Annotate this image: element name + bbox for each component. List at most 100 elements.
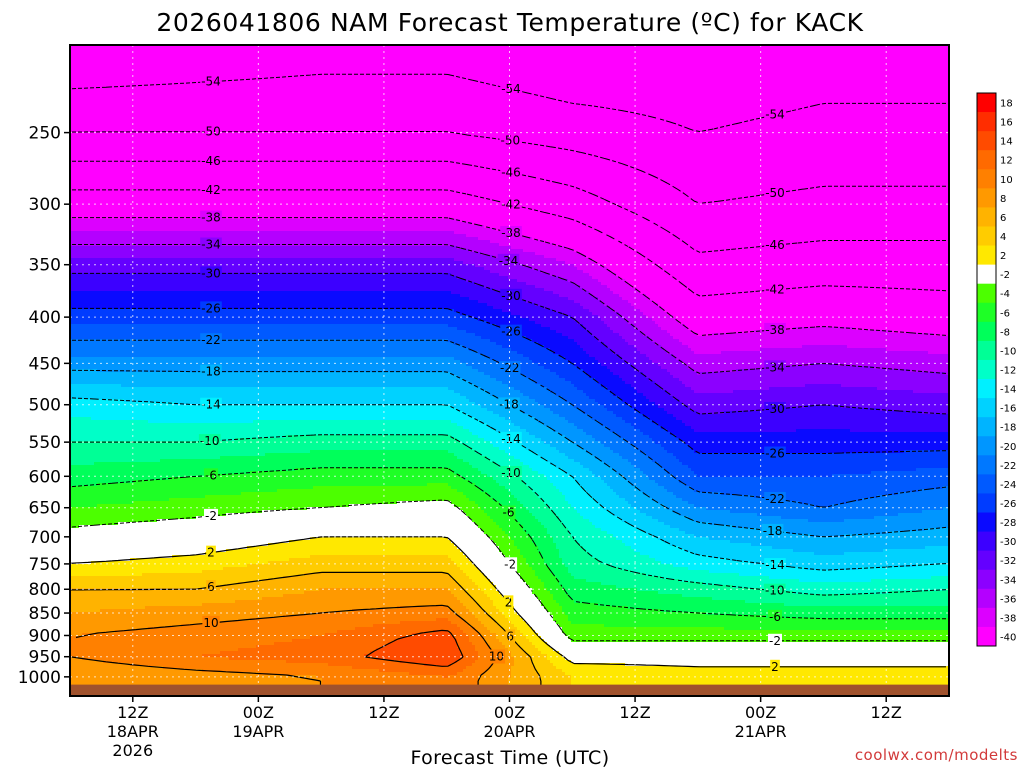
temperature-cell bbox=[649, 477, 676, 481]
temperature-cell bbox=[838, 363, 949, 367]
contour-line bbox=[70, 73, 946, 132]
temperature-cell bbox=[673, 396, 949, 400]
temperature-cell bbox=[529, 357, 565, 361]
temperature-cell bbox=[535, 285, 580, 289]
temperature-cell bbox=[364, 654, 463, 658]
temperature-cell bbox=[610, 270, 949, 274]
temperature-cell bbox=[694, 552, 814, 556]
temperature-cell bbox=[475, 282, 526, 286]
temperature-cell bbox=[661, 366, 688, 370]
temperature-cell bbox=[70, 567, 223, 571]
temperature-cell bbox=[574, 339, 598, 343]
temperature-cell bbox=[70, 672, 259, 676]
temperature-cell bbox=[625, 663, 949, 667]
temperature-cell bbox=[673, 315, 949, 319]
temperature-cell bbox=[454, 612, 472, 616]
temperature-cell bbox=[730, 558, 949, 562]
temperature-cell bbox=[643, 333, 670, 337]
colorbar-label: -32 bbox=[1000, 556, 1016, 567]
contour-label: -42 bbox=[201, 183, 221, 197]
temperature-cell bbox=[316, 675, 442, 679]
temperature-cell bbox=[457, 438, 484, 442]
temperature-cell bbox=[586, 393, 613, 397]
temperature-cell bbox=[562, 654, 949, 658]
contour-label-bg bbox=[200, 124, 222, 139]
temperature-cell bbox=[538, 546, 556, 550]
temperature-cell bbox=[571, 474, 595, 478]
temperature-cell bbox=[382, 645, 457, 649]
temperature-cell bbox=[469, 348, 511, 352]
temperature-cell bbox=[583, 411, 613, 415]
contour-label: -2 bbox=[205, 509, 217, 523]
temperature-cell bbox=[514, 456, 541, 460]
contour-label: -30 bbox=[765, 402, 785, 416]
temperature-cell bbox=[610, 390, 637, 394]
temperature-cell bbox=[511, 348, 550, 352]
temperature-cell bbox=[505, 555, 523, 559]
colorbar-label: -34 bbox=[1000, 575, 1016, 586]
temperature-cell bbox=[454, 309, 502, 313]
temperature-cell bbox=[523, 525, 544, 529]
temperature-cell bbox=[70, 228, 496, 232]
temperature-cell bbox=[640, 351, 667, 355]
temperature-cell bbox=[70, 237, 478, 241]
temperature-cell bbox=[583, 369, 610, 373]
temperature-cell bbox=[676, 456, 949, 460]
contour-label-bg bbox=[206, 545, 216, 560]
temperature-cell bbox=[511, 420, 538, 424]
temperature-cell bbox=[448, 450, 475, 454]
temperature-cell bbox=[454, 504, 478, 508]
temperature-cell bbox=[310, 636, 400, 640]
temperature-cell bbox=[799, 501, 847, 505]
temperature-cell bbox=[490, 579, 523, 583]
temperature-cell bbox=[472, 447, 499, 451]
temperature-cell bbox=[454, 471, 481, 475]
contour-label-bg bbox=[501, 505, 516, 520]
temperature-cell bbox=[70, 555, 172, 559]
temperature-cell bbox=[514, 663, 532, 667]
temperature-cell bbox=[667, 351, 694, 355]
temperature-cell bbox=[754, 330, 892, 334]
temperature-cell bbox=[604, 321, 628, 325]
temperature-cell bbox=[553, 618, 568, 622]
temperature-cell bbox=[616, 414, 643, 418]
temperature-cell bbox=[544, 288, 583, 292]
temperature-cell bbox=[328, 663, 424, 667]
temperature-cell bbox=[538, 597, 553, 601]
temperature-cell bbox=[70, 72, 949, 76]
temperature-cell bbox=[70, 246, 457, 250]
temperature-cell bbox=[535, 417, 565, 421]
temperature-cell bbox=[460, 567, 478, 571]
temperature-cell bbox=[490, 459, 520, 463]
colorbar-swatch bbox=[977, 93, 996, 113]
temperature-cell bbox=[562, 630, 949, 634]
temperature-cell bbox=[523, 648, 538, 652]
temperature-cell bbox=[457, 660, 475, 664]
temperature-cell bbox=[523, 618, 553, 622]
temperature-cell bbox=[481, 633, 496, 637]
temperature-cell bbox=[622, 540, 664, 544]
temperature-cell bbox=[631, 405, 658, 409]
temperature-cell bbox=[898, 513, 949, 517]
colorbar-swatch bbox=[977, 531, 996, 552]
temperature-cell bbox=[349, 504, 454, 508]
temperature-cell bbox=[499, 243, 553, 247]
temperature-cell bbox=[553, 510, 577, 514]
temperature-cell bbox=[571, 315, 598, 319]
temperature-cell bbox=[532, 591, 550, 595]
temperature-cell bbox=[517, 408, 550, 412]
temperature-cell bbox=[70, 180, 949, 184]
temperature-cell bbox=[70, 126, 949, 130]
temperature-cell bbox=[541, 651, 559, 655]
temperature-cell bbox=[544, 306, 583, 310]
contour-label: 10 bbox=[203, 616, 218, 630]
temperature-cell bbox=[541, 603, 559, 607]
temperature-cell bbox=[559, 354, 589, 358]
temperature-cell bbox=[547, 564, 565, 568]
temperature-cell bbox=[601, 528, 640, 532]
temperature-cell bbox=[208, 474, 460, 478]
temperature-cell bbox=[400, 636, 454, 640]
pressure-tick-label: 1000 bbox=[18, 668, 61, 688]
temperature-cell bbox=[694, 429, 796, 433]
temperature-cell bbox=[655, 480, 679, 484]
